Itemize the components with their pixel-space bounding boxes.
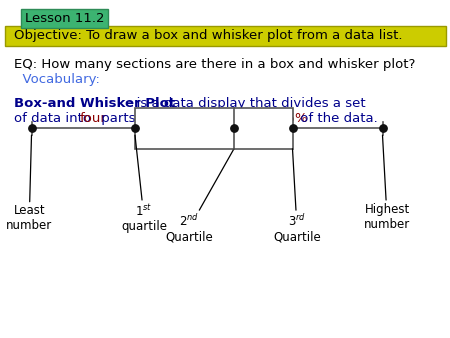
Text: Objective: To draw a box and whisker plot from a data list.: Objective: To draw a box and whisker plo… (14, 29, 402, 42)
Text: Lesson 11.2: Lesson 11.2 (25, 12, 104, 25)
Point (289, 126, 296, 131)
Text: 1$^{st}$
quartile: 1$^{st}$ quartile (121, 135, 167, 234)
Point (379, 126, 386, 131)
Text: four: four (80, 113, 107, 125)
Point (230, 126, 238, 131)
Point (131, 126, 139, 131)
Text: Highest
number: Highest number (364, 135, 410, 231)
Text: parts.  Each part represents: parts. Each part represents (97, 113, 292, 125)
Text: : is a data display that divides a set: : is a data display that divides a set (128, 97, 366, 110)
Text: EQ: How many sections are there in a box and whisker plot?: EQ: How many sections are there in a box… (14, 58, 415, 71)
Text: of data into: of data into (14, 113, 95, 125)
Text: Box-and Whisker Plot: Box-and Whisker Plot (14, 97, 175, 110)
Bar (135, 108, 292, 149)
Text: of the data.: of the data. (296, 113, 378, 125)
Text: 2$^{nd}$
Quartile: 2$^{nd}$ Quartile (165, 149, 234, 244)
Point (28, 126, 35, 131)
Text: Vocabulary:: Vocabulary: (14, 73, 99, 86)
Text: Least
number: Least number (6, 135, 52, 233)
Text: 3$^{rd}$
Quartile: 3$^{rd}$ Quartile (273, 149, 321, 244)
Text: 25%: 25% (278, 113, 308, 125)
Bar (4, 26, 446, 46)
